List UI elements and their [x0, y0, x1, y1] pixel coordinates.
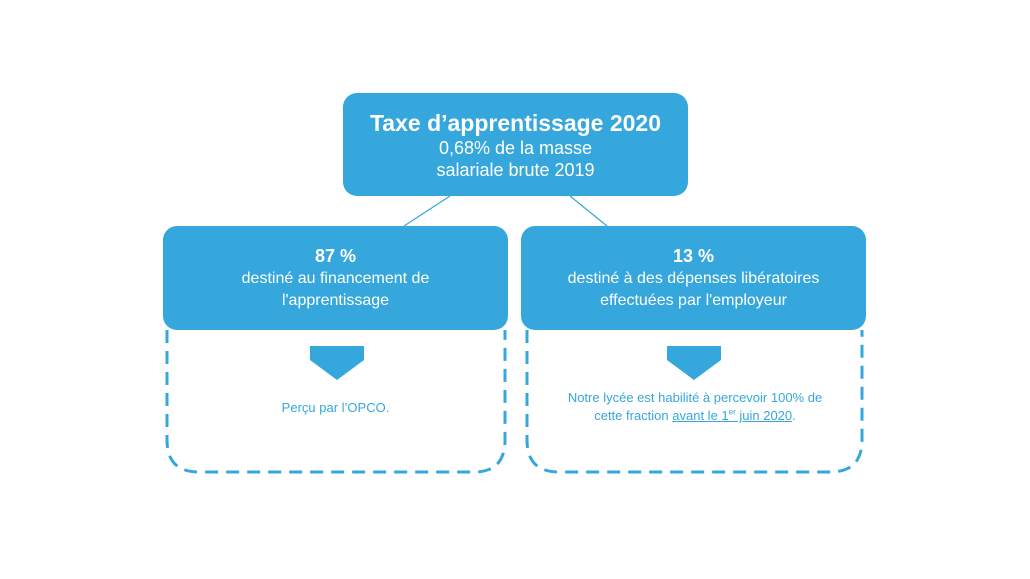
deadline-superscript: er	[728, 407, 736, 417]
share-87-line2: l'apprentissage	[281, 292, 390, 309]
arrow-down-icon	[667, 346, 721, 380]
lycee-note-line1: Notre lycée est habilité à percevoir 100…	[567, 390, 823, 405]
tax-box: Taxe d’apprentissage 2020 0,68% de la ma…	[343, 93, 688, 196]
deadline-text: avant le 1er juin 2020	[672, 408, 792, 423]
share-87-description: destiné au financement de l'apprentissag…	[222, 268, 450, 312]
share-87-percent: 87 %	[314, 246, 357, 266]
lycee-note-prefix: cette fraction	[594, 408, 673, 423]
dashed-container-right	[525, 330, 864, 474]
dashed-container-left	[165, 330, 507, 474]
connector-left	[403, 195, 451, 227]
lycee-note-suffix: .	[792, 408, 796, 423]
share-13-description: destiné à des dépenses libératoires effe…	[548, 268, 840, 312]
lycee-note-line2: cette fraction avant le 1er juin 2020.	[530, 407, 860, 425]
share-87-box: 87 % destiné au financement de l'apprent…	[163, 226, 508, 330]
share-87-line1: destiné au financement de	[241, 270, 430, 287]
deadline-part-a: avant le 1	[672, 408, 729, 423]
share-13-line2: effectuées par l'employeur	[600, 292, 787, 309]
deadline-part-b: juin 2020	[735, 408, 793, 423]
tax-title: Taxe d’apprentissage 2020	[369, 109, 662, 136]
connector-right	[569, 195, 608, 227]
arrow-down-icon	[310, 346, 364, 380]
lycee-note: Notre lycée est habilité à percevoir 100…	[530, 389, 860, 425]
opco-note: Perçu par l’OPCO.	[281, 400, 390, 415]
tax-rate-line2: salariale brute 2019	[436, 159, 595, 180]
share-13-box: 13 % destiné à des dépenses libératoires…	[521, 226, 866, 330]
tax-rate-line1: 0,68% de la masse	[438, 137, 593, 158]
share-13-percent: 13 %	[672, 246, 715, 266]
share-13-line1: destiné à des dépenses libératoires	[567, 270, 820, 287]
